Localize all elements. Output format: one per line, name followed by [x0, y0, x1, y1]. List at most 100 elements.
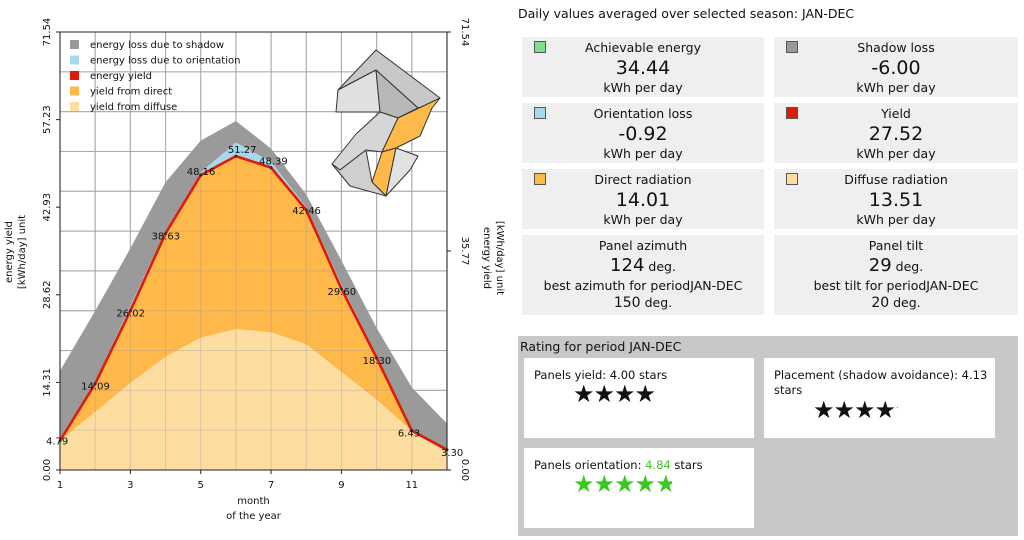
- diffuse-unit: kWh per day: [856, 212, 936, 227]
- diffuse-radiation-box: Diffuse radiation 13.51 kWh per day: [774, 169, 1018, 229]
- best-tilt-label: best tilt for periodJAN-DEC: [813, 278, 979, 293]
- x-tick-label: 5: [198, 480, 204, 491]
- star-icon: ★: [593, 470, 615, 498]
- star-icon: ★: [874, 396, 896, 424]
- x-tick-label: 1: [57, 480, 63, 491]
- shadow-loss-swatch: [786, 41, 798, 53]
- legend-swatch: [70, 86, 79, 96]
- orientation-loss-label: Orientation loss: [593, 106, 693, 121]
- direct-yield-area: [60, 156, 447, 450]
- panels-orientation-text: Panels orientation: 4.84 stars: [534, 458, 748, 473]
- panels-yield-stars: ★★★★: [573, 380, 656, 408]
- placement-text: Placement (shadow avoidance): 4.13 stars: [774, 368, 988, 397]
- orientation-suffix: stars: [670, 458, 703, 472]
- star-icon: ★: [833, 396, 855, 424]
- panels-yield-card: Panels yield: 4.00 stars ★★★★: [524, 358, 754, 438]
- azimuth-value: 124: [610, 255, 645, 276]
- data-label: 29.60: [327, 287, 356, 298]
- star-icon: ★: [593, 380, 615, 408]
- x-tick-label: 7: [268, 480, 274, 491]
- x-axis-label: month: [237, 496, 269, 507]
- data-point: [375, 356, 379, 360]
- y-axis-label-right: [kWh/day] unit: [494, 221, 505, 295]
- tilt-unit: deg.: [895, 259, 924, 274]
- y-tick-label-left: 71.54: [42, 18, 53, 47]
- star-icon: ★: [573, 470, 594, 498]
- orientation-prefix: Panels orientation:: [534, 458, 646, 472]
- orientation-loss-box: Orientation loss -0.92 kWh per day: [522, 103, 764, 163]
- building-face: [385, 147, 419, 197]
- legend-swatch: [70, 102, 79, 111]
- y-tick-label-left: 0.00: [42, 459, 53, 481]
- direct-swatch: [534, 173, 546, 185]
- data-label: 42.46: [292, 206, 321, 217]
- y-tick-label-left: 57.23: [42, 105, 53, 134]
- star-icon: ★: [614, 470, 635, 498]
- tilt-value: 29: [868, 255, 892, 276]
- star-icon: ★: [813, 396, 834, 424]
- shadow-loss-unit: kWh per day: [856, 80, 936, 95]
- diffuse-yield-area: [60, 329, 447, 470]
- data-point: [269, 166, 273, 170]
- x-axis-label: of the year: [226, 511, 282, 522]
- diffuse-swatch: [786, 173, 798, 185]
- data-label: 18.30: [363, 356, 392, 367]
- legend-swatch: [70, 71, 79, 80]
- achievable-swatch: [534, 41, 546, 53]
- energy-yield-line: [58, 154, 448, 451]
- y-tick-label-left: 42.93: [42, 193, 53, 222]
- azimuth-label: Panel azimuth: [598, 238, 688, 253]
- direct-value: 14.01: [615, 189, 671, 211]
- legend-label: yield from direct: [90, 87, 172, 98]
- best-tilt-unit: deg.: [893, 295, 921, 310]
- data-label: 51.27: [228, 145, 257, 156]
- diffuse-label: Diffuse radiation: [844, 172, 948, 187]
- results-panel: Daily values averaged over selected seas…: [512, 0, 1024, 540]
- orientation-value: 4.84: [645, 458, 671, 472]
- data-point: [234, 154, 238, 158]
- achievable-energy-box: Achievable energy 34.44 kWh per day: [522, 37, 764, 97]
- orientation-loss-swatch: [534, 107, 546, 119]
- data-label: 48.16: [187, 167, 216, 178]
- building-3d-icon: [331, 49, 441, 197]
- direct-label: Direct radiation: [594, 172, 692, 187]
- star-icon: ★: [634, 380, 656, 408]
- y-tick-label-right: 35.77: [459, 237, 470, 266]
- panels-orientation-stars: ★★★★★: [573, 472, 672, 496]
- shadow-loss-label: Shadow loss: [857, 40, 935, 55]
- direct-radiation-box: Direct radiation 14.01 kWh per day: [522, 169, 764, 229]
- placement-stars: ★★★★★: [813, 398, 898, 422]
- legend-swatch: [70, 40, 79, 49]
- y-tick-label-left: 14.31: [42, 368, 53, 397]
- star-icon: ★: [854, 396, 875, 424]
- building-face: [331, 149, 387, 197]
- yield-unit: kWh per day: [856, 146, 936, 161]
- tilt-label: Panel tilt: [868, 238, 924, 253]
- star-icon: ★: [614, 380, 635, 408]
- y-axis-label: [kWh/day] unit: [17, 215, 28, 289]
- yield-value: 27.52: [868, 123, 924, 145]
- achievable-value: 34.44: [615, 57, 671, 79]
- yield-swatch: [786, 107, 798, 119]
- x-tick-label: 3: [127, 480, 133, 491]
- data-label: 4.79: [46, 437, 68, 448]
- data-label: 48.39: [259, 157, 288, 168]
- data-point: [410, 429, 414, 433]
- placement-card: Placement (shadow avoidance): 4.13 stars…: [764, 358, 995, 438]
- data-label: 14.09: [81, 382, 110, 393]
- panels-yield-text: Panels yield: 4.00 stars: [534, 368, 668, 382]
- shadow-loss-area: [60, 121, 447, 450]
- data-point: [304, 208, 308, 212]
- panels-orientation-card: Panels orientation: 4.84 stars ★★★★★: [524, 448, 754, 528]
- legend-label: yield from diffuse: [90, 102, 177, 113]
- data-label: 6.43: [398, 429, 420, 440]
- diffuse-value: 13.51: [868, 189, 924, 211]
- orientation-loss-value: -0.92: [618, 123, 668, 145]
- best-azimuth-value: 150: [613, 295, 641, 311]
- y-tick-label-right: 71.54: [459, 18, 470, 47]
- energy-yield-chart: 4.79 14.09 26.02 38.63 48.16 51.27 48.39 42.46 2…: [0, 0, 505, 540]
- yield-label: Yield: [881, 106, 911, 121]
- achievable-label: Achievable energy: [585, 40, 701, 55]
- data-point: [164, 231, 168, 235]
